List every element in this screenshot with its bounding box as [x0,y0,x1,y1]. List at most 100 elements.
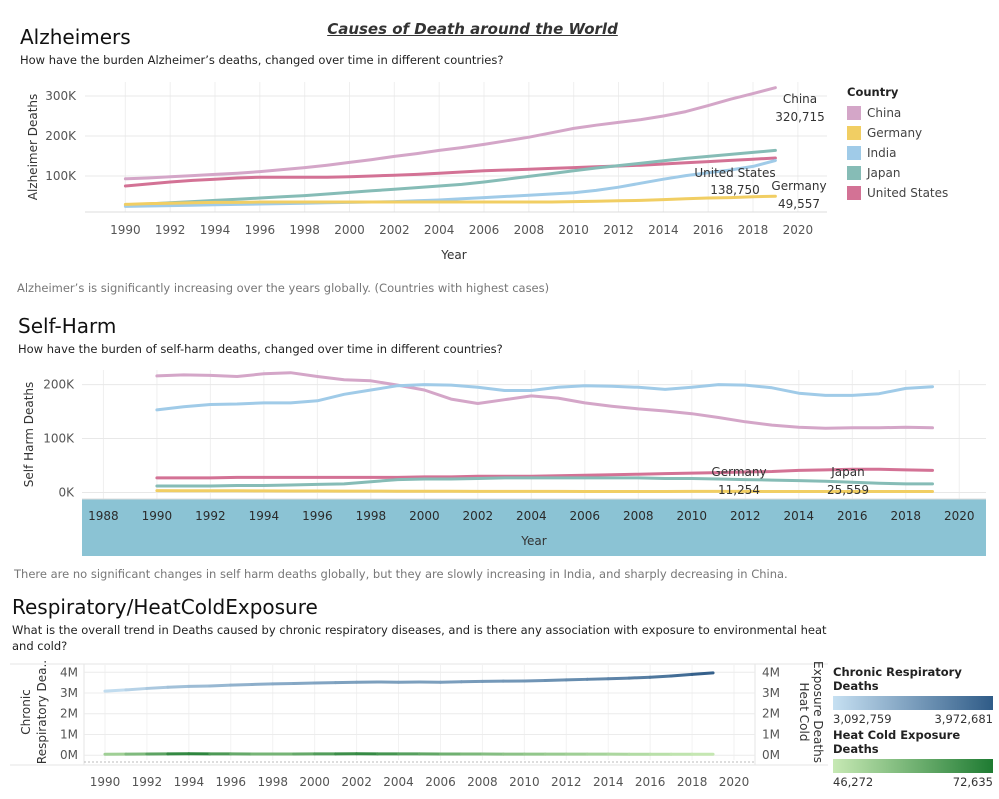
selfharm-series-line-india [155,383,934,412]
selfharm-x-tick-label: 2014 [784,509,815,523]
resp-x-tick-label: 1994 [174,775,205,789]
resp-right-y-tick-label: 2M [762,707,780,721]
heat-color-ramp [833,759,993,773]
resp-x-tick-label: 1990 [90,775,121,789]
resp-series-segment-chronic-respiratory-deaths [543,678,568,683]
legend-item-china[interactable]: China [847,103,987,123]
legend-swatch-germany [847,126,861,140]
selfharm-x-tick-label: 2012 [730,509,761,523]
resp-x-tick-label: 2018 [677,775,708,789]
selfharm-axis-highlight-band [82,499,986,556]
legend-swatch-india [847,146,861,160]
respiratory-question-line1: What is the overall trend in Deaths caus… [12,623,827,637]
alzheimers-annotation-value-china: 320,715 [775,110,825,124]
selfharm-y-tick-label: 100K [43,432,75,446]
resp-x-tick-label: 2002 [341,775,372,789]
resp-series-segment-chronic-respiratory-deaths [145,685,170,690]
selfharm-annotation-value-japan: 25,559 [827,483,869,497]
selfharm-x-tick-label: 2000 [409,509,440,523]
alzheimers-x-tick-label: 2006 [469,223,500,237]
resp-series-segment-chronic-respiratory-deaths [627,675,652,680]
selfharm-x-tick-label: 2002 [463,509,494,523]
resp-left-y-tick-label: 2M [60,707,78,721]
legend-label-china: China [867,106,902,120]
resp-series-segment-chronic-respiratory-deaths [166,684,191,689]
resp-left-axis-title-line2: Respiratory Dea.. [35,660,49,764]
resp-series-segment-chronic-respiratory-deaths [250,682,275,686]
selfharm-y-tick-label: 200K [43,378,75,392]
selfharm-x-tick-label: 2020 [944,509,975,523]
resp-x-tick-label: 2004 [383,775,414,789]
resp-x-tick-label: 1998 [257,775,288,789]
selfharm-x-tick-label: 2010 [677,509,708,523]
alzheimers-x-tick-label: 2010 [558,223,589,237]
selfharm-series-line-united-states [155,467,934,480]
selfharm-annotation-value-germany: 11,254 [718,483,760,497]
resp-x-tick-label: 1996 [216,775,247,789]
selfharm-annotation-name-germany: Germany [711,465,766,479]
resp-right-axis-title-line2: Exposure Deaths [811,661,825,763]
alzheimers-y-tick-label: 100K [45,169,77,183]
resp-series-segment-chronic-respiratory-deaths [669,672,694,678]
selfharm-x-tick-label: 1998 [356,509,387,523]
alzheimers-x-tick-label: 2002 [379,223,410,237]
resp-x-tick-label: 2016 [635,775,666,789]
alzheimers-x-tick-label: 2000 [334,223,365,237]
resp-left-y-tick-label: 3M [60,686,78,700]
resp-right-y-tick-label: 0M [762,748,780,762]
selfharm-x-tick-label: 2004 [516,509,547,523]
heat-legend-max: 72,635 [952,775,993,789]
respiratory-dual-axis-chart[interactable]: 0M 0M 1M 1M 2M 2M 3M 3M 4M 4M 1990 1992 1994 1996 1998… [0,655,830,799]
selfharm-y-tick-label: 0K [58,486,75,500]
alzheimers-x-tick-label: 1992 [155,223,186,237]
selfharm-x-tick-label: 1990 [142,509,173,523]
resp-series-segment-chronic-respiratory-deaths [648,674,673,679]
selfharm-question: How have the burden of self-harm deaths,… [18,342,503,356]
resp-series-segment-chronic-respiratory-deaths [208,683,233,688]
alzheimers-annotation-name-germany: Germany [771,179,826,193]
legend-label-india: India [867,146,897,160]
alzheimers-question: How have the burden Alzheimer’s deaths, … [20,53,504,67]
selfharm-x-axis-title: Year [520,534,546,548]
resp-series-segment-chronic-respiratory-deaths [124,686,149,692]
alzheimers-x-tick-label: 1990 [110,223,141,237]
alzheimers-series-line-united-states [123,156,777,188]
alzheimers-annotation-name-united-states: United States [694,166,775,180]
selfharm-heading: Self-Harm [18,314,117,338]
legend-swatch-china [847,106,861,120]
alzheimers-x-tick-label: 1994 [200,223,231,237]
alzheimers-x-axis-title: Year [440,248,466,262]
heat-cold-legend: Heat Cold Exposure Deaths 46,272 72,635 [833,728,993,789]
legend-title: Country [847,85,899,99]
selfharm-y-axis-title: Self Harm Deaths [22,382,36,488]
selfharm-x-tick-label: 2006 [570,509,601,523]
alzheimers-x-tick-label: 2004 [424,223,455,237]
alzheimers-y-tick-label: 200K [45,129,77,143]
selfharm-line-chart[interactable]: 0K 100K 200K 1988 1990 1992 1994 1996 1998 2000 20… [0,365,999,560]
chronic-legend-max: 3,972,681 [934,712,993,726]
resp-x-tick-label: 2014 [593,775,624,789]
selfharm-note: There are no significant changes in self… [14,567,788,581]
alzheimers-series-line-china [123,86,777,181]
legend-item-india[interactable]: India [847,143,987,163]
chronic-respiratory-legend: Chronic Respiratory Deaths 3,092,759 3,9… [833,665,993,726]
resp-right-y-tick-label: 3M [762,686,780,700]
resp-left-y-tick-label: 4M [60,665,78,679]
alzheimers-series-line-japan [123,148,777,207]
resp-x-tick-label: 2012 [551,775,582,789]
legend-item-united-states[interactable]: United States [847,183,987,203]
selfharm-x-tick-label: 1992 [195,509,226,523]
alzheimers-line-chart[interactable]: 100K 200K 300K 1990 1992 1994 1996 1998 2000 2002… [0,70,840,270]
chronic-legend-min: 3,092,759 [833,712,892,726]
legend-item-japan[interactable]: Japan [847,163,987,183]
alzheimers-y-tick-label: 300K [45,89,77,103]
alzheimers-annotation-value-germany: 49,557 [778,197,820,211]
respiratory-question-line2: and cold? [12,639,68,653]
alzheimers-x-tick-label: 2016 [693,223,724,237]
resp-series-segment-chronic-respiratory-deaths [564,677,589,682]
heat-legend-min: 46,272 [833,775,874,789]
alzheimers-x-tick-label: 2020 [783,223,814,237]
alzheimers-x-tick-label: 2018 [738,223,769,237]
legend-item-germany[interactable]: Germany [847,123,987,143]
resp-series-segment-chronic-respiratory-deaths [606,676,631,681]
